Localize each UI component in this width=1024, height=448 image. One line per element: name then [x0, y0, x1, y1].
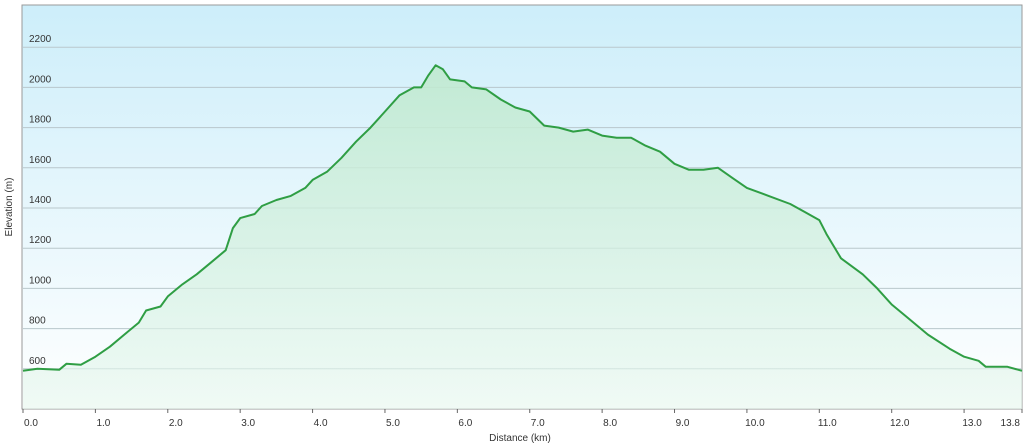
- x-tick-label: 10.0: [745, 418, 765, 429]
- x-tick-label: 2.0: [169, 418, 183, 429]
- x-tick-label: 12.0: [890, 418, 910, 429]
- x-tick-label: 6.0: [458, 418, 472, 429]
- y-tick-label: 2000: [29, 74, 52, 85]
- x-tick-label: 7.0: [531, 418, 545, 429]
- x-tick-label: 5.0: [386, 418, 400, 429]
- y-tick-label: 1200: [29, 235, 52, 246]
- x-axis-label: Distance (km): [489, 433, 551, 444]
- x-tick-label: 3.0: [241, 418, 255, 429]
- elevation-line: [22, 64, 1023, 372]
- x-tick-label: 0.0: [24, 418, 38, 429]
- x-tick-label: 8.0: [603, 418, 617, 429]
- y-tick-label: 1400: [29, 195, 52, 206]
- y-tick-label: 800: [29, 316, 46, 327]
- x-tick-label: 13.8: [1001, 418, 1021, 429]
- y-tick-label: 1800: [29, 115, 52, 126]
- area-fill: [23, 65, 1022, 410]
- y-axis-label: Elevation (m): [4, 178, 15, 237]
- x-tick-label: 1.0: [96, 418, 110, 429]
- x-tick-label: 11.0: [818, 418, 837, 429]
- y-tick-label: 1000: [29, 275, 52, 286]
- x-tick-label: 9.0: [676, 418, 690, 429]
- x-tick-label: 4.0: [314, 418, 328, 429]
- x-tick-label: 13.0: [962, 418, 982, 429]
- y-tick-label: 600: [29, 356, 46, 367]
- y-tick-label: 1600: [29, 155, 52, 166]
- y-tick-label: 2200: [29, 34, 52, 45]
